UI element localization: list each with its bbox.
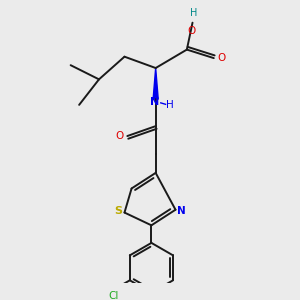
Text: Cl: Cl: [109, 292, 119, 300]
Text: O: O: [188, 26, 196, 35]
Text: N: N: [177, 206, 186, 216]
Text: O: O: [116, 131, 124, 141]
Text: S: S: [114, 206, 122, 216]
Polygon shape: [153, 68, 158, 99]
Text: O: O: [218, 53, 226, 63]
Text: N: N: [150, 97, 159, 107]
Text: H: H: [166, 100, 174, 110]
Text: H: H: [190, 8, 198, 18]
